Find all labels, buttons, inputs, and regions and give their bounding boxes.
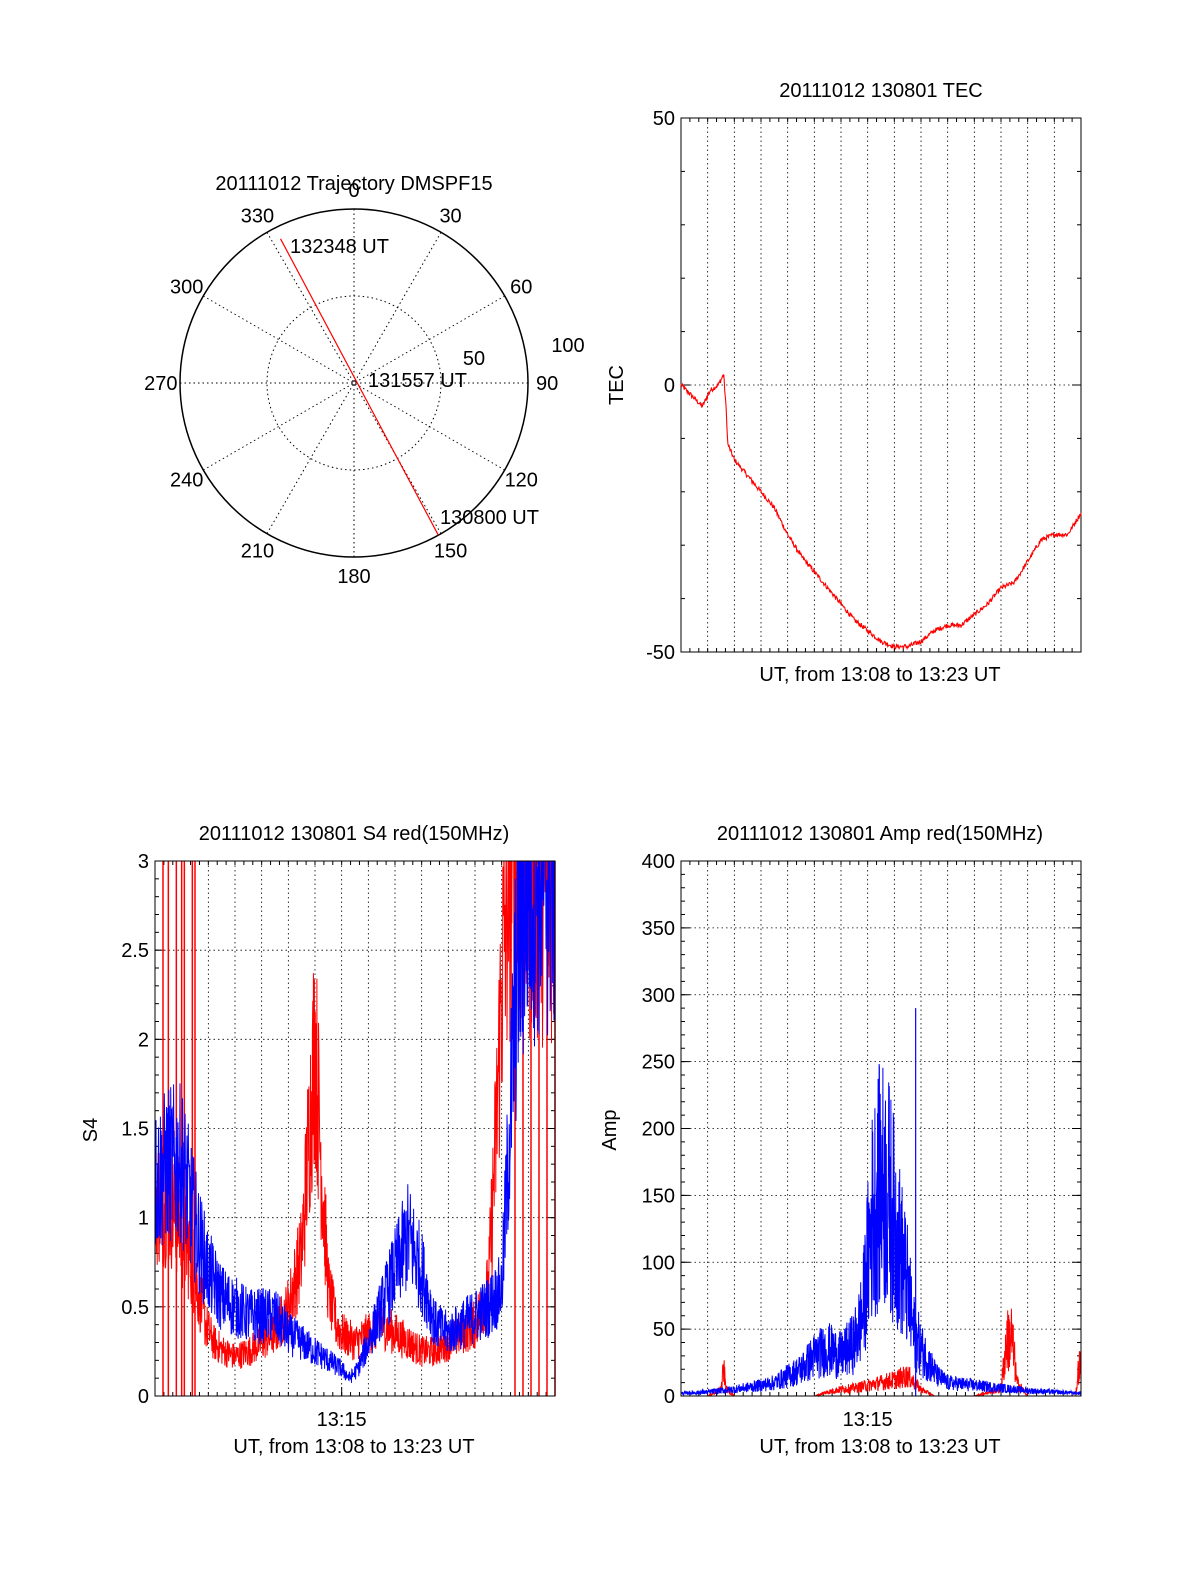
tec-grid xyxy=(681,118,1081,652)
polar-azimuth-label: 180 xyxy=(337,566,370,588)
y-tick-label: 0 xyxy=(664,1386,675,1408)
polar-title: 20111012 Trajectory DMSPF15 xyxy=(215,173,492,195)
y-tick-label: 350 xyxy=(642,918,675,940)
y-tick-label: 100 xyxy=(642,1252,675,1274)
amp-grid xyxy=(681,861,1081,1396)
amp-y-tick-labels: 0 50 100 150 200 250 300 350 400 xyxy=(642,851,675,1408)
s4-title: 20111012 130801 S4 red(150MHz) xyxy=(199,823,510,845)
s4-y-axis-label: S4 xyxy=(80,1118,102,1142)
s4-frame xyxy=(154,860,556,1397)
trajectory-annotation: 131557 UT xyxy=(368,370,467,392)
y-tick-label: 400 xyxy=(642,851,675,873)
tec-chart: 20111012 130801 TEC -50 0 50 TEC UT, from … xyxy=(606,80,1082,686)
tec-y-tick-labels: -50 0 50 xyxy=(646,108,675,664)
polar-azimuth-label: 150 xyxy=(434,540,467,562)
y-tick-label: 0 xyxy=(138,1386,149,1408)
y-tick-label: 50 xyxy=(653,108,675,130)
y-tick-label: 1 xyxy=(138,1208,149,1230)
s4-chart: 20111012 130801 S4 red(150MHz) 0 0.5 1 1.5 2… xyxy=(80,823,556,1458)
trajectory-line xyxy=(280,238,439,536)
y-tick-label: 1.5 xyxy=(121,1119,149,1141)
tec-x-axis-label: UT, from 13:08 to 13:23 UT xyxy=(759,664,1000,686)
polar-azimuth-label: 30 xyxy=(439,206,461,228)
amp-y-axis-label: Amp xyxy=(599,1109,621,1150)
amp-series xyxy=(680,1008,1082,1398)
tec-ticks xyxy=(680,117,1082,653)
tec-y-axis-label: TEC xyxy=(606,365,628,405)
polar-azimuth-label: 210 xyxy=(241,540,274,562)
y-tick-label: 150 xyxy=(642,1185,675,1207)
s4-x-tick-label: 13:15 xyxy=(317,1409,367,1431)
trajectory-annotation: 132348 UT xyxy=(290,236,389,258)
amp-red-series-line xyxy=(681,1308,1082,1398)
y-tick-label: 250 xyxy=(642,1052,675,1074)
s4-x-axis-label: UT, from 13:08 to 13:23 UT xyxy=(233,1436,474,1458)
amp-title: 20111012 130801 Amp red(150MHz) xyxy=(717,823,1043,845)
polar-azimuth-label: 90 xyxy=(536,373,558,395)
polar-radial-label: 100 xyxy=(551,335,584,357)
tec-series-line xyxy=(680,374,1082,651)
amp-chart: 20111012 130801 Amp red(150MHz) 0 50 100 15… xyxy=(599,823,1082,1458)
polar-azimuth-label: 60 xyxy=(510,276,532,298)
amp-blue-series-line xyxy=(680,1064,1082,1397)
amp-x-axis-label: UT, from 13:08 to 13:23 UT xyxy=(759,1436,1000,1458)
polar-azimuth-label: 0 xyxy=(348,180,359,202)
polar-radial-labels: 50 100 xyxy=(463,335,585,370)
polar-azimuth-label: 270 xyxy=(144,373,177,395)
s4-red-series-line xyxy=(154,860,556,1369)
tec-title: 20111012 130801 TEC xyxy=(779,80,983,102)
polar-grid xyxy=(179,208,529,558)
trajectory-annotations: 132348 UT 131557 UT 130800 UT xyxy=(290,236,539,529)
y-tick-label: 50 xyxy=(653,1319,675,1341)
y-tick-label: 2 xyxy=(138,1029,149,1051)
polar-azimuth-label: 240 xyxy=(170,470,203,492)
s4-blue-series-line xyxy=(154,860,555,1383)
polar-chart: 20111012 Trajectory DMSPF15 0 30 60 90 120 15… xyxy=(144,173,585,588)
polar-azimuth-label: 120 xyxy=(505,470,538,492)
y-tick-label: 0 xyxy=(664,375,675,397)
polar-azimuth-label: 330 xyxy=(241,206,274,228)
polar-azimuth-label: 300 xyxy=(170,276,203,298)
y-tick-label: 300 xyxy=(642,985,675,1007)
polar-azimuth-labels: 0 30 60 90 120 150 180 210 240 270 300 330 xyxy=(144,180,558,588)
y-tick-label: 200 xyxy=(642,1119,675,1141)
polar-radial-label: 50 xyxy=(463,348,485,370)
trajectory-annotation: 130800 UT xyxy=(440,507,539,529)
amp-frame xyxy=(680,860,1082,1397)
y-tick-label: -50 xyxy=(646,642,675,664)
y-tick-label: 3 xyxy=(138,851,149,873)
y-tick-label: 2.5 xyxy=(121,940,149,962)
amp-x-tick-label: 13:15 xyxy=(843,1409,893,1431)
y-tick-label: 0.5 xyxy=(121,1297,149,1319)
s4-y-tick-labels: 0 0.5 1 1.5 2 2.5 3 xyxy=(121,851,149,1408)
polar-outer-ring xyxy=(179,208,529,558)
